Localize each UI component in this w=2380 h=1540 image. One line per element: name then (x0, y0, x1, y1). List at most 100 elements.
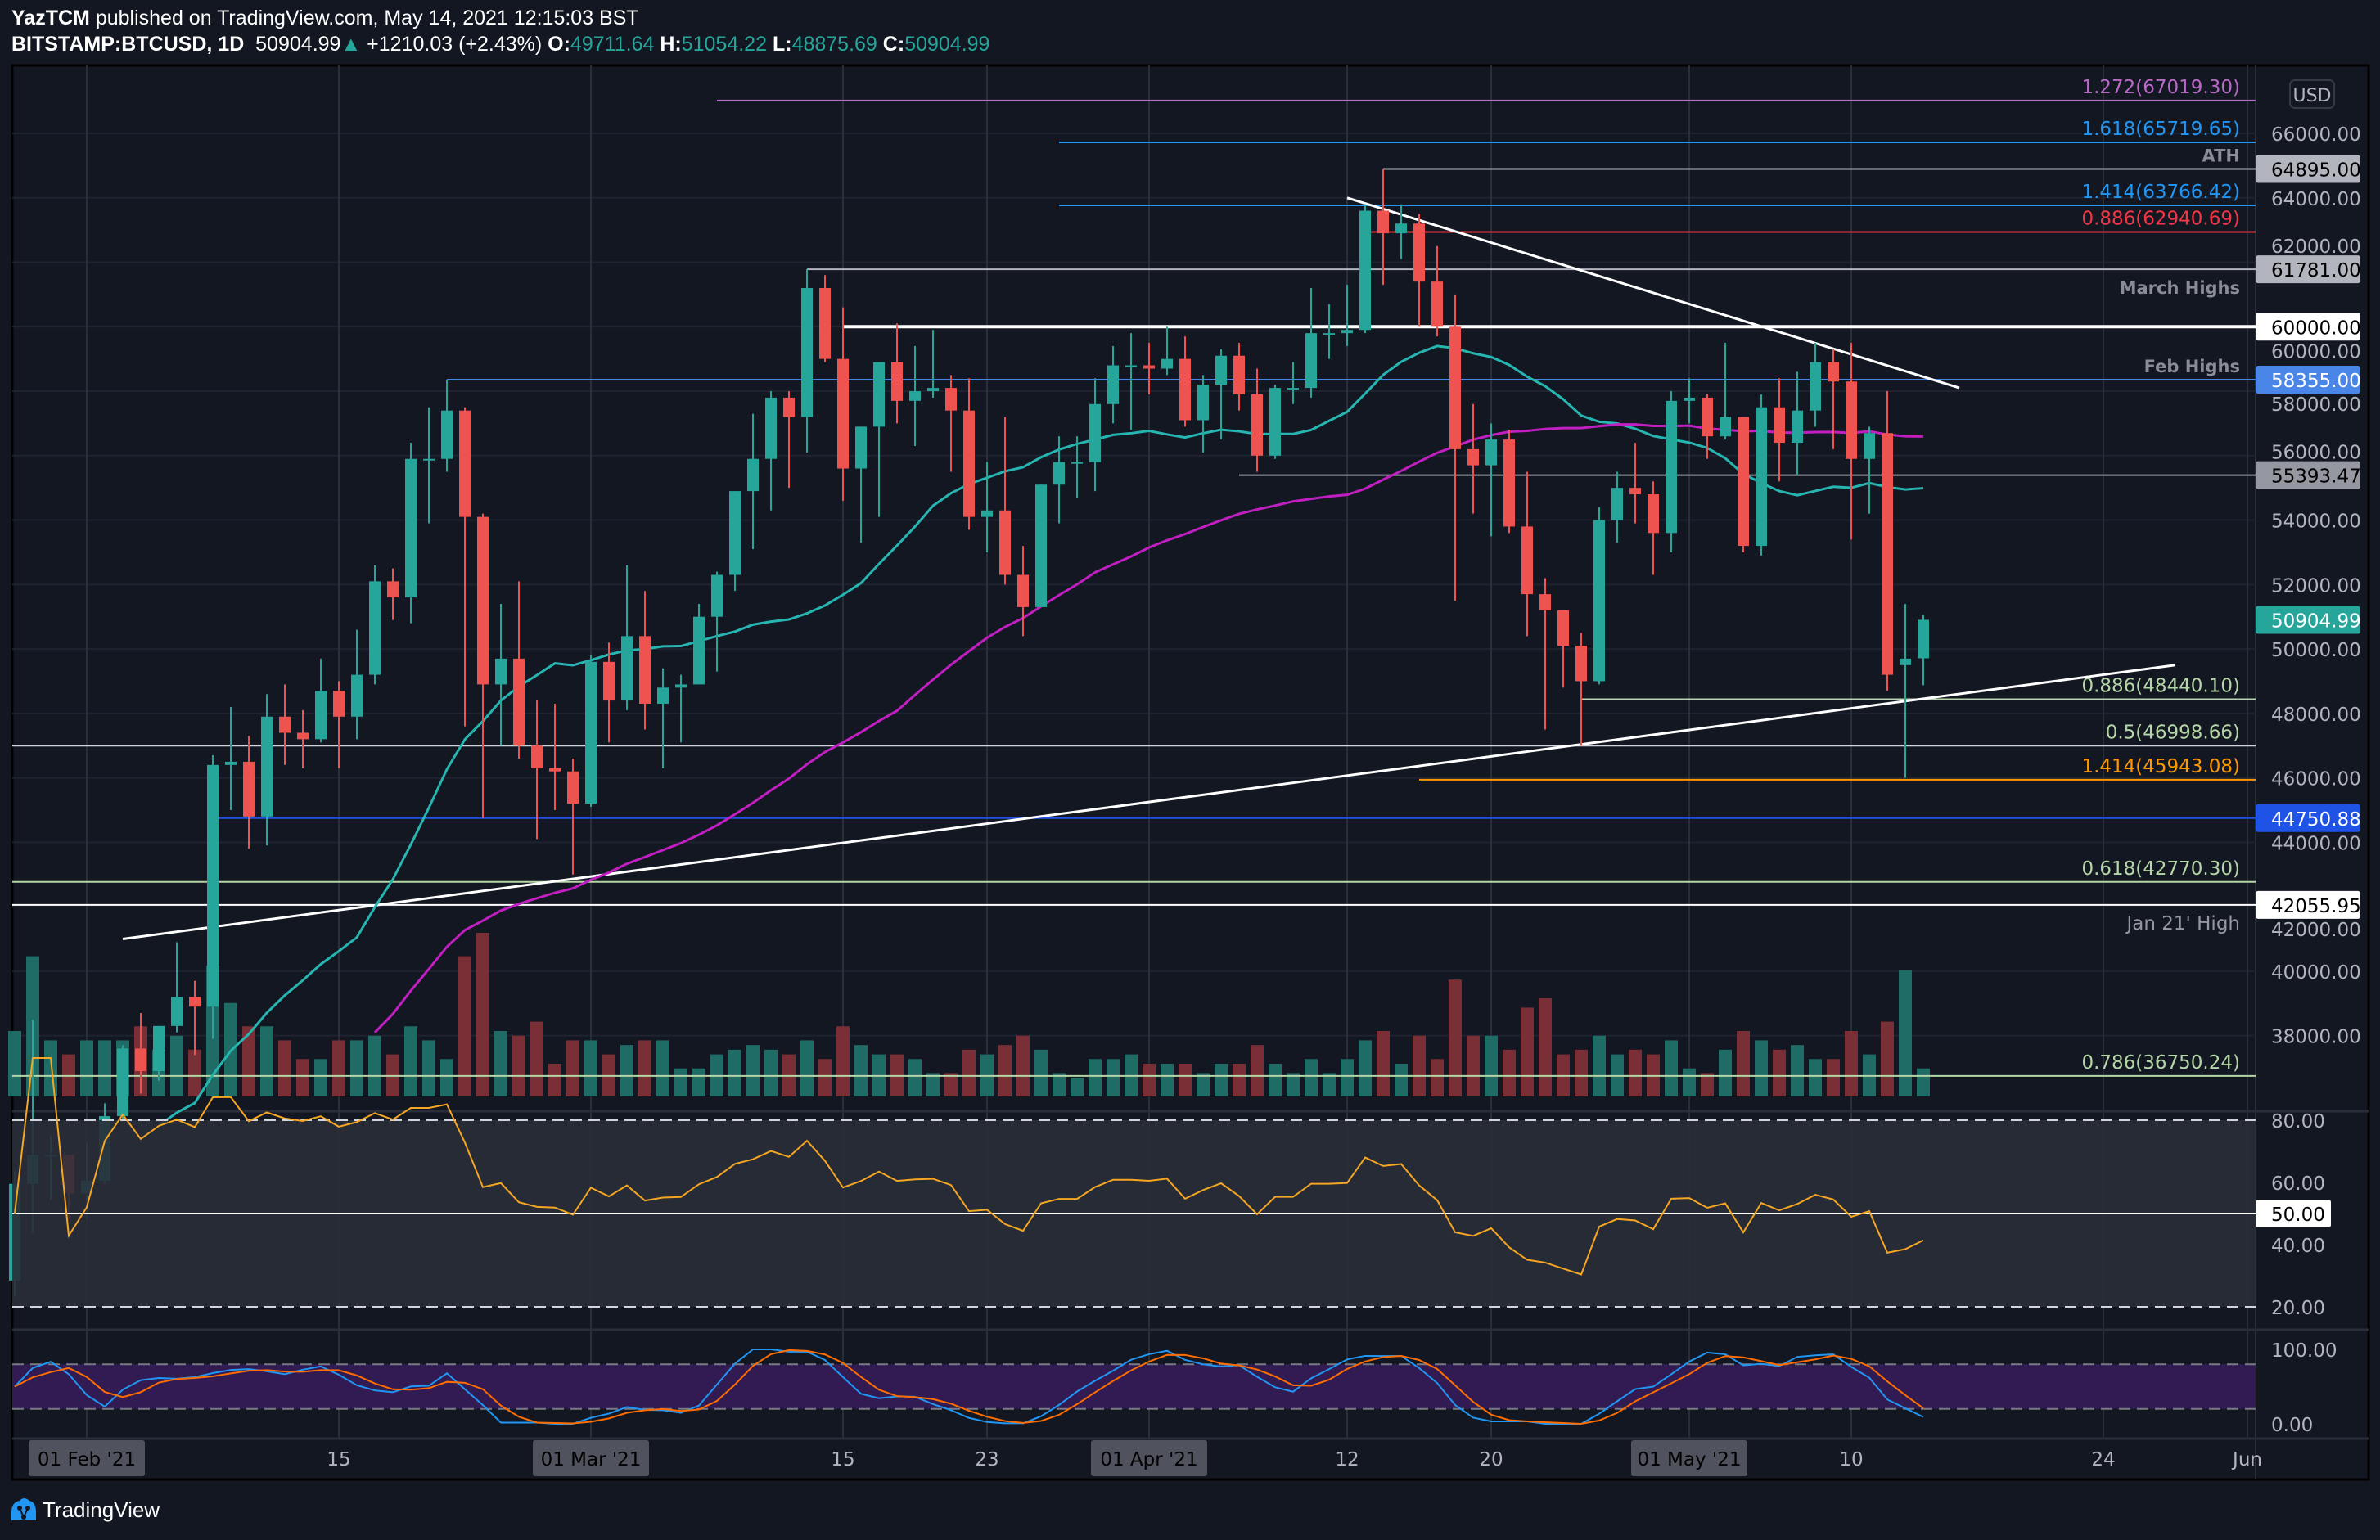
candle[interactable] (1305, 288, 1317, 398)
candle[interactable] (891, 323, 903, 424)
candle[interactable] (1918, 615, 1929, 686)
candle[interactable] (1900, 603, 1911, 778)
candle[interactable] (513, 581, 525, 759)
candle[interactable] (1449, 294, 1461, 601)
candle[interactable] (963, 378, 975, 530)
candle[interactable] (153, 1025, 165, 1081)
candle[interactable] (1467, 403, 1479, 514)
candle[interactable] (1792, 371, 1803, 475)
candle[interactable] (279, 684, 291, 765)
candle[interactable] (1053, 436, 1065, 524)
candle[interactable] (1720, 342, 1731, 440)
candle[interactable] (927, 330, 939, 398)
currency-button[interactable] (2289, 79, 2335, 109)
candle[interactable] (1287, 362, 1299, 404)
candle[interactable] (819, 275, 831, 362)
candle[interactable] (531, 700, 543, 840)
candle[interactable] (189, 980, 201, 1056)
candle[interactable] (117, 1045, 128, 1120)
candle[interactable] (351, 629, 363, 740)
candle[interactable] (477, 513, 489, 818)
candle[interactable] (1143, 342, 1155, 394)
candle[interactable] (1882, 391, 1893, 691)
candle[interactable] (1539, 578, 1551, 730)
candle[interactable] (765, 391, 777, 511)
candle[interactable] (1702, 394, 1713, 459)
candle[interactable] (585, 655, 597, 808)
candle[interactable] (801, 269, 813, 453)
symbol[interactable]: BITSTAMP:BTCUSD, 1D (11, 33, 245, 56)
candle[interactable] (1629, 443, 1641, 524)
candle[interactable] (387, 568, 399, 620)
candle[interactable] (423, 407, 435, 524)
candle[interactable] (135, 1013, 146, 1094)
candle[interactable] (243, 736, 255, 849)
candle[interactable] (1756, 394, 1767, 556)
candle[interactable] (747, 413, 759, 550)
candle[interactable] (207, 755, 219, 1039)
candle[interactable] (1521, 471, 1533, 637)
candle[interactable] (1377, 169, 1389, 286)
trendline[interactable] (122, 664, 2176, 940)
candle[interactable] (495, 603, 507, 746)
candle[interactable] (459, 407, 471, 727)
candle[interactable] (837, 307, 849, 501)
candle[interactable] (873, 362, 885, 517)
candle[interactable] (1197, 375, 1209, 453)
candle[interactable] (1611, 471, 1623, 543)
candle[interactable] (1161, 326, 1173, 376)
candle[interactable] (1341, 285, 1353, 346)
candle[interactable] (405, 443, 417, 624)
candle[interactable] (1684, 378, 1695, 424)
candle[interactable] (1323, 304, 1335, 359)
candle[interactable] (1125, 333, 1137, 430)
candle[interactable] (1774, 378, 1785, 482)
candle[interactable] (1846, 342, 1857, 540)
candle[interactable] (1485, 423, 1497, 537)
candle[interactable] (1359, 204, 1371, 334)
candle[interactable] (1557, 610, 1569, 688)
candle[interactable] (1269, 385, 1281, 459)
candle[interactable] (549, 704, 561, 810)
candle[interactable] (657, 668, 669, 768)
candle[interactable] (1666, 391, 1677, 552)
candle[interactable] (621, 565, 633, 710)
candle[interactable] (783, 391, 795, 489)
candle[interactable] (315, 658, 327, 743)
candle[interactable] (693, 603, 705, 685)
candle[interactable] (1503, 430, 1515, 534)
candle[interactable] (1179, 336, 1191, 427)
candle[interactable] (1575, 633, 1587, 746)
candle[interactable] (369, 565, 381, 685)
candle[interactable] (675, 674, 687, 743)
candle[interactable] (1864, 426, 1875, 514)
candle[interactable] (1738, 417, 1749, 552)
candle[interactable] (297, 709, 309, 768)
candle[interactable] (945, 375, 957, 472)
candle[interactable] (1107, 345, 1119, 424)
candle[interactable] (1035, 484, 1047, 607)
author[interactable]: YazTCM (11, 7, 90, 29)
candle[interactable] (171, 942, 183, 1033)
candle[interactable] (1648, 481, 1659, 575)
candle[interactable] (1413, 214, 1425, 327)
candle[interactable] (1810, 342, 1821, 427)
candle[interactable] (729, 491, 741, 592)
candle[interactable] (1071, 436, 1083, 498)
candle[interactable] (981, 462, 993, 552)
candle[interactable] (999, 417, 1011, 585)
candle[interactable] (909, 345, 921, 446)
candle[interactable] (711, 571, 723, 672)
candle[interactable] (855, 426, 867, 543)
candle[interactable] (1233, 342, 1245, 411)
trendline[interactable] (1346, 196, 1960, 390)
candle[interactable] (1431, 245, 1443, 337)
candle[interactable] (333, 681, 345, 768)
candle[interactable] (1215, 349, 1227, 440)
candle[interactable] (639, 591, 651, 730)
candle[interactable] (1593, 507, 1605, 685)
candle[interactable] (567, 758, 579, 875)
candle[interactable] (603, 642, 615, 743)
candle[interactable] (1828, 349, 1839, 449)
